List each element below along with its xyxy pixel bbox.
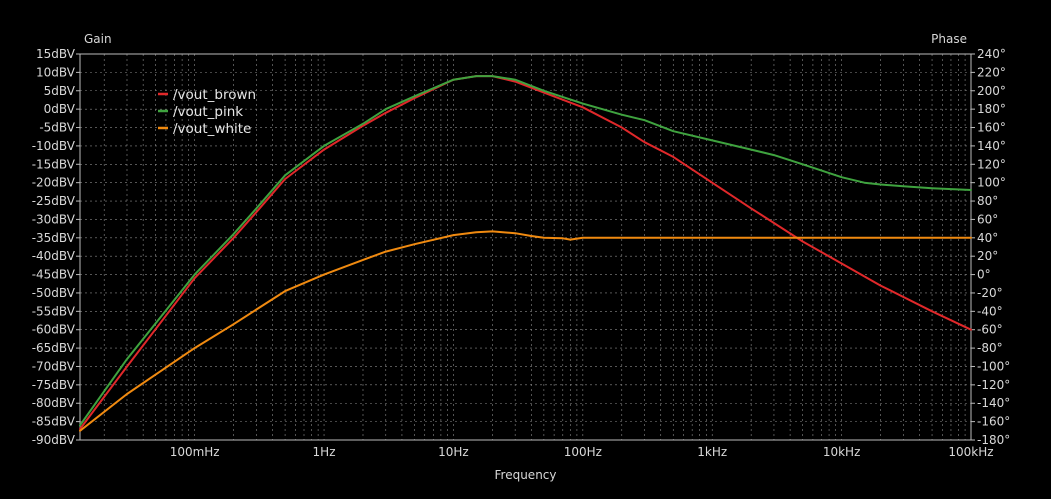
y2-tick-label: -100°: [977, 359, 1010, 373]
tick-labels: 15dBV 10dBV 5dBV 0dBV -5dBV -10dBV -15dBV -20dB…: [32, 47, 1011, 459]
y1-tick-label: -5dBV: [39, 121, 75, 135]
y1-tick-label: -45dBV: [32, 268, 76, 282]
series-line-vout-pink: [79, 75, 972, 427]
y1-tick-label: -10dBV: [32, 139, 76, 153]
y2-tick-label: 240°: [977, 47, 1006, 61]
y2-tick-label: 180°: [977, 102, 1006, 116]
y2-tick-label: 100°: [977, 176, 1006, 190]
y2-tick-label: -120°: [977, 378, 1010, 392]
y1-tick-label: -35dBV: [32, 231, 76, 245]
y1-tick-label: -55dBV: [32, 304, 76, 318]
y2-tick-label: 60°: [977, 212, 998, 226]
y2-tick-label: 220°: [977, 65, 1006, 79]
x-tick-label: 1kHz: [697, 445, 727, 459]
y2-tick-label: -140°: [977, 396, 1010, 410]
plot-frame: [79, 53, 972, 441]
y2-tick-label: 200°: [977, 84, 1006, 98]
y1-tick-label: 10dBV: [36, 65, 76, 79]
x-tick-label: 100kHz: [948, 445, 993, 459]
y1-tick-label: -80dBV: [32, 396, 76, 410]
y1-tick-label: -65dBV: [32, 341, 76, 355]
legend-label: /vout_brown: [173, 87, 256, 103]
series-lines: [79, 75, 972, 432]
series-line-vout-white: [79, 230, 972, 432]
y1-tick-label: -50dBV: [32, 286, 76, 300]
y2-tick-label: -60°: [977, 323, 1003, 337]
x-tick-label: 100mHz: [170, 445, 220, 459]
y1-tick-label: -20dBV: [32, 176, 76, 190]
legend-label: /vout_pink: [173, 104, 243, 120]
y1-tick-label: -15dBV: [32, 157, 76, 171]
y1-tick-label: 15dBV: [36, 47, 76, 61]
y1-tick-label: 5dBV: [44, 84, 76, 98]
y1-tick-label: -25dBV: [32, 194, 76, 208]
y2-tick-label: -20°: [977, 286, 1003, 300]
y1-tick-label: -40dBV: [32, 249, 76, 263]
y1-tick-label: -75dBV: [32, 378, 76, 392]
y2-tick-label: -180°: [977, 433, 1010, 447]
y2-tick-label: 120°: [977, 157, 1006, 171]
y1-tick-label: 0dBV: [44, 102, 76, 116]
y2-tick-label: 160°: [977, 121, 1006, 135]
y1-axis-title: Gain: [84, 32, 112, 46]
y1-tick-label: -30dBV: [32, 212, 76, 226]
y2-tick-label: -160°: [977, 415, 1010, 429]
y2-tick-label: -80°: [977, 341, 1003, 355]
y1-tick-label: -60dBV: [32, 323, 76, 337]
grid: [80, 53, 972, 441]
y2-tick-label: 40°: [977, 231, 998, 245]
x-axis-title: Frequency: [495, 468, 557, 482]
y2-tick-label: -40°: [977, 304, 1003, 318]
legend: /vout_brown/vout_pink/vout_white: [158, 87, 256, 137]
y2-axis-title: Phase: [931, 32, 967, 46]
y2-tick-label: 20°: [977, 249, 998, 263]
y2-tick-label: 0°: [977, 268, 991, 282]
x-tick-label: 1Hz: [313, 445, 336, 459]
legend-label: /vout_white: [173, 121, 251, 137]
y1-tick-label: -70dBV: [32, 359, 76, 373]
y1-tick-label: -85dBV: [32, 415, 76, 429]
y2-tick-label: 80°: [977, 194, 998, 208]
y2-tick-label: 140°: [977, 139, 1006, 153]
x-tick-label: 10Hz: [438, 445, 469, 459]
y1-tick-label: -90dBV: [32, 433, 76, 447]
x-tick-label: 100Hz: [564, 445, 602, 459]
x-tick-label: 10kHz: [823, 445, 861, 459]
